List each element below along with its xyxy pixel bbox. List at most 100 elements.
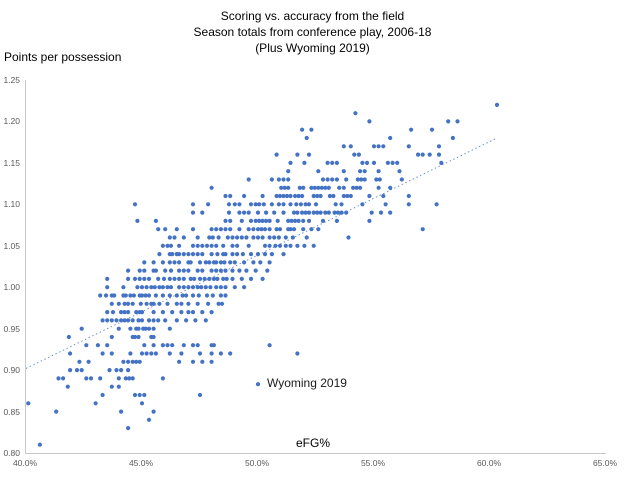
data-point (218, 285, 223, 290)
data-point (123, 293, 128, 298)
data-point (383, 202, 388, 207)
data-point (149, 351, 154, 356)
data-point (151, 318, 156, 323)
data-point (156, 318, 161, 323)
data-point (160, 376, 165, 381)
data-point (122, 310, 127, 315)
x-tick-label: 40.0% (12, 458, 38, 468)
data-point (179, 301, 184, 306)
data-point (136, 334, 141, 340)
data-point (226, 202, 232, 207)
data-point (345, 193, 350, 199)
data-point (177, 243, 182, 248)
data-point (235, 243, 240, 248)
data-point (144, 351, 149, 356)
data-point (281, 210, 286, 215)
data-point (168, 243, 174, 248)
data-point (267, 218, 272, 223)
data-point (334, 177, 339, 182)
data-point (246, 243, 251, 248)
data-point (215, 276, 220, 281)
data-point (54, 409, 59, 414)
data-point (279, 185, 284, 190)
data-point (360, 160, 365, 165)
data-point (186, 285, 191, 290)
data-point (356, 152, 361, 157)
data-point (326, 185, 331, 190)
data-point (228, 218, 233, 223)
data-point (177, 268, 182, 273)
data-point (195, 243, 200, 248)
y-tick-label: 0.85 (3, 406, 20, 417)
data-point (255, 227, 261, 232)
data-point (200, 310, 205, 315)
data-point (170, 343, 175, 348)
data-point (165, 285, 170, 290)
data-point (218, 268, 223, 273)
data-point (248, 202, 254, 207)
data-point (146, 326, 152, 331)
data-point (273, 243, 278, 248)
data-point (181, 235, 186, 240)
data-point (286, 177, 291, 182)
data-point (294, 202, 299, 207)
data-point (239, 276, 244, 281)
data-point (267, 227, 272, 232)
data-point (137, 268, 142, 273)
data-point (352, 152, 357, 157)
data-point (232, 260, 237, 265)
plot-area (25, 80, 606, 454)
chart-title-line2: Season totals from conference play, 2006… (193, 25, 432, 39)
data-point (146, 417, 152, 422)
data-point (216, 235, 221, 240)
data-point (494, 102, 500, 107)
data-point (184, 318, 189, 323)
data-point (134, 359, 139, 364)
data-point (86, 359, 91, 364)
data-point (209, 268, 214, 273)
data-point (395, 160, 400, 165)
data-point (274, 152, 279, 157)
data-point (303, 202, 308, 207)
data-point (302, 160, 307, 165)
data-point (232, 202, 237, 207)
data-point (253, 218, 258, 223)
data-point (206, 202, 211, 207)
data-point (172, 276, 177, 281)
chart-title-line1: Scoring vs. accuracy from the field (220, 9, 405, 23)
data-point (177, 285, 182, 290)
data-point (316, 169, 321, 174)
data-point (119, 310, 124, 315)
data-point (186, 310, 191, 315)
data-point (222, 260, 227, 265)
wyoming-data-point (255, 382, 261, 387)
data-point (214, 285, 219, 290)
data-point (109, 318, 114, 323)
data-point (228, 227, 233, 232)
data-point (209, 185, 214, 190)
data-point (264, 210, 269, 215)
data-point (95, 343, 100, 348)
data-point (367, 218, 372, 223)
data-point (207, 235, 212, 240)
data-point (190, 252, 196, 257)
data-point (74, 368, 80, 373)
trend-line (25, 137, 498, 369)
data-point (230, 268, 235, 273)
data-point (341, 185, 346, 190)
data-point (253, 268, 258, 273)
data-point (237, 202, 242, 207)
data-point (272, 235, 277, 240)
data-point (293, 193, 298, 199)
data-point (190, 202, 196, 207)
data-point (390, 160, 395, 165)
data-point (181, 285, 186, 290)
data-point (295, 351, 300, 356)
data-point (190, 343, 196, 348)
data-point (65, 384, 70, 389)
data-point (385, 160, 390, 165)
data-point (174, 301, 179, 306)
data-point (180, 293, 185, 298)
data-point (139, 351, 145, 356)
data-point (216, 301, 221, 306)
